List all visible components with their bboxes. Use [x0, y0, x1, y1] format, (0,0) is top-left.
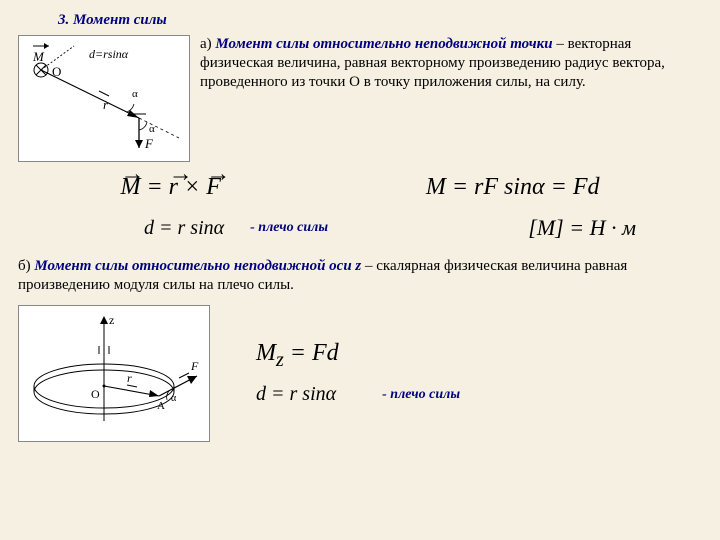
d-row: d = r sinα - плечо силы [M] = Н · м: [138, 213, 702, 243]
part-a-heading: Момент силы относительно неподвижной точ…: [215, 36, 552, 52]
formula-vector-moment: →M = →r × →F: [114, 172, 226, 203]
diagram-b: z O r A F α: [18, 305, 210, 442]
section-title: 3. Момент силы: [58, 12, 702, 29]
section-number: 3.: [58, 12, 69, 28]
label-O-b: O: [91, 387, 100, 401]
section-title-text: Момент силы: [73, 12, 167, 28]
part-a-text: а) Момент силы относительно неподвижной …: [200, 35, 702, 91]
d-row-2: d = r sinα - плечо силы: [250, 381, 460, 408]
d-label: - плечо силы: [250, 220, 328, 236]
label-r-b: r: [127, 371, 132, 385]
diagram-a: M O d=rsinα r F α α: [18, 35, 190, 162]
label-alpha-2: α: [132, 88, 138, 100]
formula-row-1: →M = →r × →F M = rF sinα = Fd: [18, 172, 702, 203]
label-alpha-b: α: [171, 393, 177, 404]
part-b-heading: Момент силы относительно неподвижной оси…: [34, 258, 361, 274]
formula-Mz: Mz = Fd: [250, 338, 460, 374]
part-b-row: z O r A F α Mz = Fd: [18, 305, 702, 442]
formula-d-def2: d = r sinα: [250, 381, 342, 408]
label-A: A: [157, 400, 165, 412]
part-b-formulas: Mz = Fd d = r sinα - плечо силы: [250, 338, 460, 409]
label-d: d=rsinα: [89, 47, 129, 61]
part-a-lead: а): [200, 36, 212, 52]
label-alpha-1: α: [149, 123, 155, 135]
part-b-text: б) Момент силы относительно неподвижной …: [18, 257, 702, 295]
formula-scalar-moment: M = rF sinα = Fd: [420, 172, 606, 203]
part-b-lead: б): [18, 258, 31, 274]
d-label2: - плечо силы: [382, 387, 460, 403]
label-F: F: [144, 136, 154, 151]
label-O: O: [52, 64, 61, 79]
label-F-b: F: [190, 359, 199, 373]
label-M: M: [32, 49, 45, 64]
formula-d-def: d = r sinα: [138, 215, 230, 242]
part-a-row: M O d=rsinα r F α α а) Момент сил: [18, 35, 702, 162]
label-z: z: [109, 313, 114, 327]
formula-unit: [M] = Н · м: [522, 213, 642, 243]
